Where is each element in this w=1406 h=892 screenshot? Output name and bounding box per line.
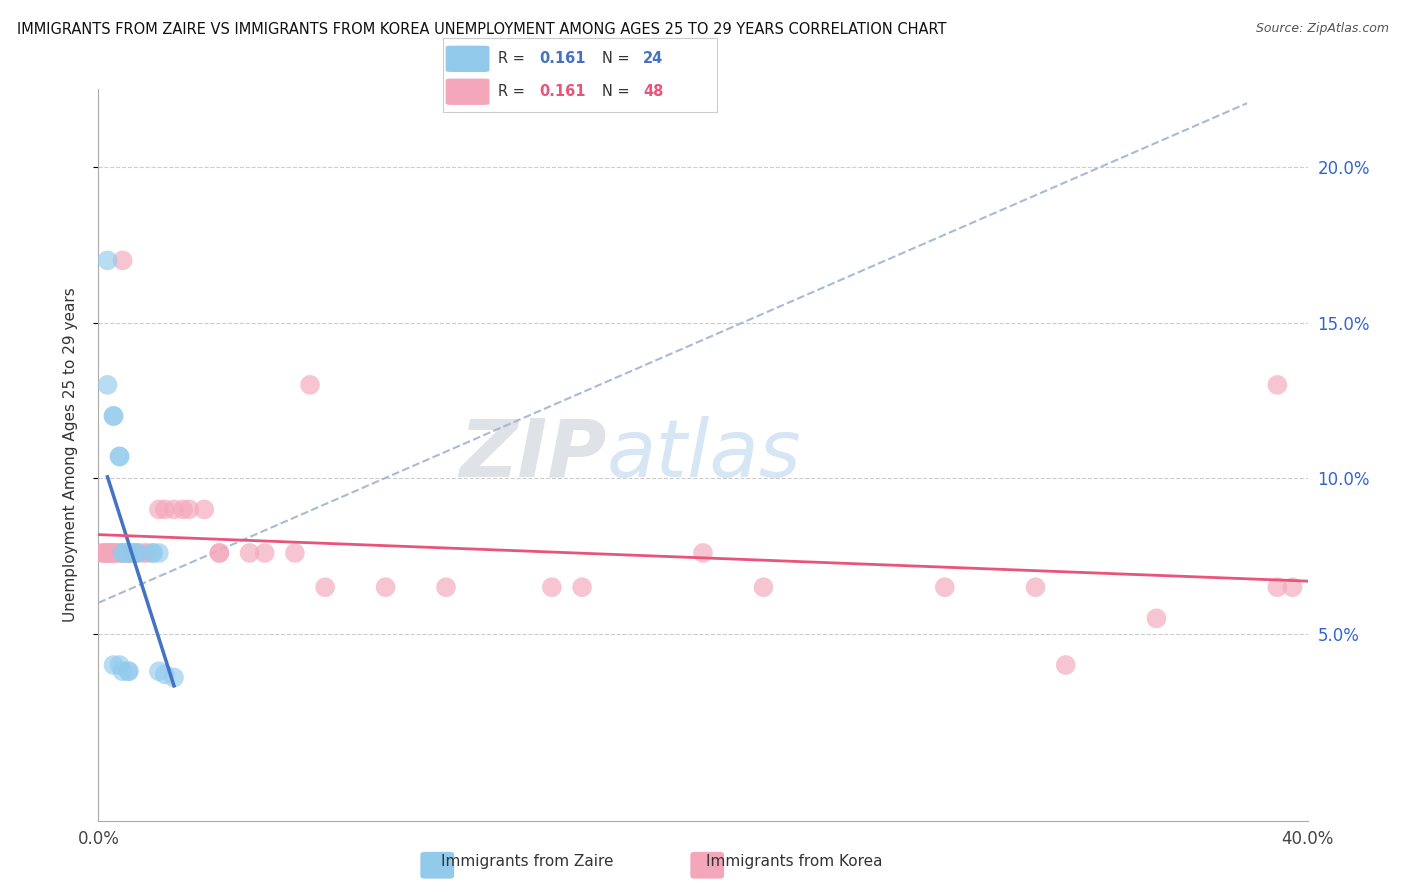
Point	[142, 546, 165, 560]
Point	[1281, 580, 1303, 594]
Point	[193, 502, 215, 516]
Point	[135, 546, 157, 560]
Point	[96, 546, 118, 560]
Text: Immigrants from Korea: Immigrants from Korea	[706, 854, 883, 869]
Point	[111, 665, 134, 679]
Text: ZIP: ZIP	[458, 416, 606, 494]
Point	[111, 253, 134, 268]
Point	[163, 670, 186, 684]
Text: atlas: atlas	[606, 416, 801, 494]
Point	[1144, 611, 1167, 625]
Text: N =: N =	[602, 84, 634, 99]
Y-axis label: Unemployment Among Ages 25 to 29 years: Unemployment Among Ages 25 to 29 years	[63, 287, 77, 623]
Point	[127, 546, 149, 560]
Point	[118, 546, 141, 560]
Point	[692, 546, 714, 560]
Point	[103, 409, 125, 423]
Text: Immigrants from Zaire: Immigrants from Zaire	[441, 854, 613, 869]
Point	[148, 546, 170, 560]
Text: Source: ZipAtlas.com: Source: ZipAtlas.com	[1256, 22, 1389, 36]
Point	[103, 658, 125, 673]
Point	[179, 502, 201, 516]
Point	[148, 502, 170, 516]
Point	[172, 502, 194, 516]
Point	[96, 377, 118, 392]
Point	[108, 450, 131, 464]
Point	[1267, 377, 1289, 392]
Point	[90, 546, 112, 560]
Point	[153, 667, 176, 681]
Point	[132, 546, 155, 560]
Point	[208, 546, 231, 560]
Point	[100, 546, 122, 560]
Point	[284, 546, 307, 560]
Point	[108, 546, 131, 560]
Point	[153, 502, 176, 516]
Point	[96, 253, 118, 268]
Point	[571, 580, 593, 594]
Point	[108, 658, 131, 673]
Point	[103, 409, 125, 423]
Point	[752, 580, 775, 594]
Point	[124, 546, 146, 560]
Point	[105, 546, 128, 560]
Point	[148, 665, 170, 679]
Point	[142, 546, 165, 560]
Point	[374, 580, 396, 594]
Point	[127, 546, 149, 560]
Point	[111, 546, 134, 560]
Point	[118, 665, 141, 679]
Point	[93, 546, 115, 560]
Text: N =: N =	[602, 52, 634, 66]
Point	[163, 502, 186, 516]
Text: R =: R =	[498, 52, 529, 66]
Text: 0.161: 0.161	[538, 84, 585, 99]
Text: 0.161: 0.161	[538, 52, 585, 66]
Point	[1054, 658, 1077, 673]
Point	[111, 546, 134, 560]
Point	[100, 546, 122, 560]
Point	[93, 546, 115, 560]
Point	[1267, 580, 1289, 594]
Point	[314, 580, 336, 594]
Point	[111, 546, 134, 560]
Point	[103, 546, 125, 560]
Text: R =: R =	[498, 84, 529, 99]
Text: IMMIGRANTS FROM ZAIRE VS IMMIGRANTS FROM KOREA UNEMPLOYMENT AMONG AGES 25 TO 29 : IMMIGRANTS FROM ZAIRE VS IMMIGRANTS FROM…	[17, 22, 946, 37]
Point	[253, 546, 276, 560]
Point	[108, 450, 131, 464]
Point	[118, 546, 141, 560]
Text: 24: 24	[643, 52, 664, 66]
Point	[239, 546, 262, 560]
Point	[540, 580, 562, 594]
Point	[96, 546, 118, 560]
Point	[1024, 580, 1046, 594]
Point	[299, 377, 322, 392]
Point	[118, 546, 141, 560]
Point	[103, 546, 125, 560]
Point	[121, 546, 143, 560]
Point	[434, 580, 457, 594]
Text: 48: 48	[643, 84, 664, 99]
Point	[124, 546, 146, 560]
Point	[208, 546, 231, 560]
Point	[118, 665, 141, 679]
Point	[114, 546, 136, 560]
FancyBboxPatch shape	[446, 78, 489, 105]
FancyBboxPatch shape	[446, 45, 489, 72]
Point	[124, 546, 146, 560]
Point	[934, 580, 956, 594]
